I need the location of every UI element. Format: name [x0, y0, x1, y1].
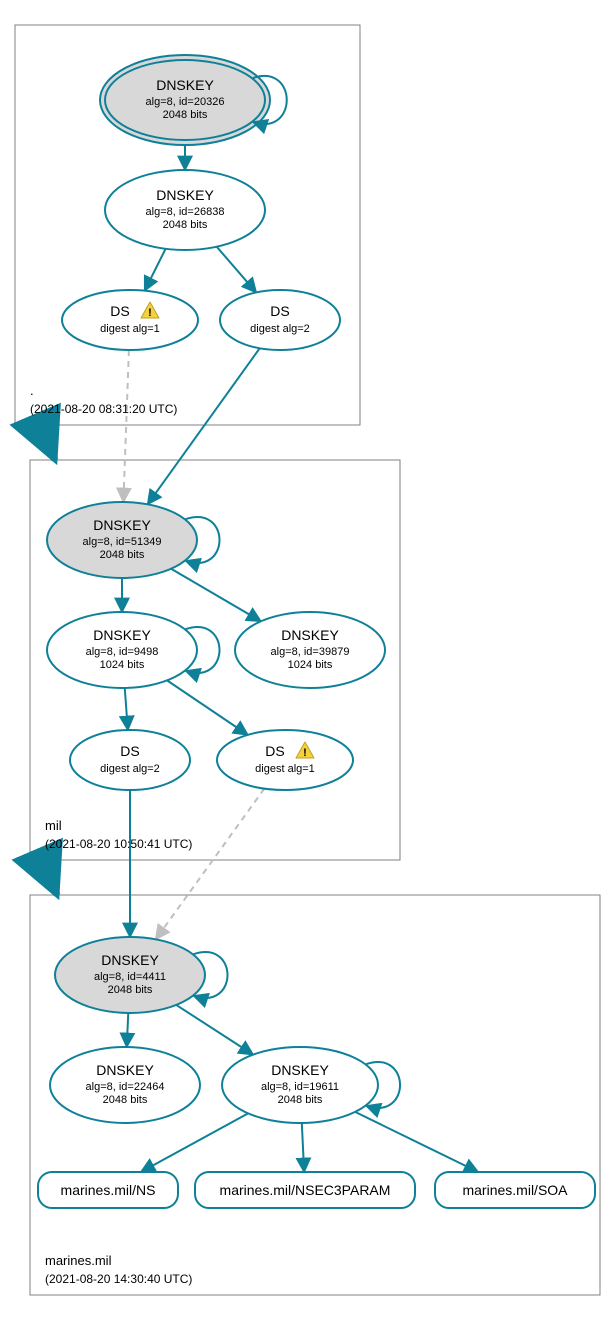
- node-sub2: 2048 bits: [163, 109, 208, 121]
- node-n9: DS digest alg=1!: [217, 730, 353, 790]
- node-sub1: alg=8, id=19611: [261, 1081, 339, 1093]
- node-n14: marines.mil/NSEC3PARAM: [195, 1172, 415, 1208]
- edge: [171, 569, 261, 622]
- edge: [167, 680, 248, 735]
- edge: [125, 688, 128, 730]
- node-title: DS: [120, 743, 139, 759]
- node-sub2: 2048 bits: [163, 219, 208, 231]
- zone-arrow: [42, 860, 57, 895]
- node-sub1: digest alg=2: [250, 323, 310, 335]
- zone-label: mil: [45, 818, 62, 833]
- node-title: DNSKEY: [281, 627, 339, 643]
- edge: [123, 350, 129, 502]
- edge: [127, 1013, 129, 1047]
- zone-label: .: [30, 383, 34, 398]
- node-sub1: digest alg=1: [255, 763, 315, 775]
- node-n12: DNSKEY alg=8, id=196112048 bits: [222, 1047, 400, 1123]
- node-sub1: digest alg=2: [100, 763, 160, 775]
- node-n11: DNSKEY alg=8, id=224642048 bits: [50, 1047, 200, 1123]
- node-n10: DNSKEY alg=8, id=44112048 bits: [55, 937, 228, 1013]
- zone-arrow: [40, 425, 55, 460]
- node-title: DNSKEY: [93, 517, 151, 533]
- node-title: DS: [270, 303, 289, 319]
- edge: [141, 1113, 248, 1172]
- node-n5: DNSKEY alg=8, id=513492048 bits: [47, 502, 220, 578]
- node-sub1: alg=8, id=51349: [83, 536, 162, 548]
- zone-timestamp: (2021-08-20 10:50:41 UTC): [45, 837, 192, 851]
- edge: [148, 348, 260, 504]
- node-title: marines.mil/NS: [61, 1182, 156, 1198]
- node-title: marines.mil/NSEC3PARAM: [220, 1182, 391, 1198]
- node-n13: marines.mil/NS: [38, 1172, 178, 1208]
- edge: [156, 789, 265, 940]
- node-title: DNSKEY: [96, 1062, 154, 1078]
- node-sub2: 2048 bits: [278, 1094, 323, 1106]
- warning-mark: !: [148, 307, 152, 319]
- node-n6: DNSKEY alg=8, id=94981024 bits: [47, 612, 220, 688]
- node-sub1: alg=8, id=4411: [94, 971, 166, 983]
- node-n2: DNSKEY alg=8, id=268382048 bits: [105, 170, 265, 250]
- node-sub2: 2048 bits: [100, 549, 145, 561]
- node-title: marines.mil/SOA: [462, 1182, 568, 1198]
- node-title: DNSKEY: [156, 77, 214, 93]
- zone-timestamp: (2021-08-20 14:30:40 UTC): [45, 1272, 192, 1286]
- node-title: DS: [110, 303, 129, 319]
- node-sub1: digest alg=1: [100, 323, 160, 335]
- edge: [145, 249, 166, 291]
- edge: [176, 1005, 253, 1055]
- warning-mark: !: [303, 747, 307, 759]
- node-sub1: alg=8, id=22464: [86, 1081, 165, 1093]
- node-title: DNSKEY: [156, 187, 214, 203]
- zone-label: marines.mil: [45, 1253, 112, 1268]
- edge: [355, 1112, 478, 1172]
- node-sub1: alg=8, id=39879: [271, 646, 350, 658]
- node-n4: DS digest alg=2: [220, 290, 340, 350]
- node-sub2: 1024 bits: [288, 659, 333, 671]
- node-sub1: alg=8, id=20326: [146, 96, 225, 108]
- node-title: DNSKEY: [101, 952, 159, 968]
- node-sub2: 1024 bits: [100, 659, 145, 671]
- node-n3: DS digest alg=1!: [62, 290, 198, 350]
- node-n7: DNSKEY alg=8, id=398791024 bits: [235, 612, 385, 688]
- node-n15: marines.mil/SOA: [435, 1172, 595, 1208]
- edge: [217, 247, 256, 293]
- node-n1: DNSKEY alg=8, id=203262048 bits: [100, 55, 287, 145]
- node-n8: DS digest alg=2: [70, 730, 190, 790]
- node-sub2: 2048 bits: [103, 1094, 148, 1106]
- edge: [302, 1123, 304, 1172]
- node-title: DNSKEY: [93, 627, 151, 643]
- node-title: DNSKEY: [271, 1062, 329, 1078]
- node-title: DS: [265, 743, 284, 759]
- node-sub1: alg=8, id=26838: [146, 206, 225, 218]
- node-sub1: alg=8, id=9498: [86, 646, 159, 658]
- zone-timestamp: (2021-08-20 08:31:20 UTC): [30, 402, 177, 416]
- node-sub2: 2048 bits: [108, 984, 153, 996]
